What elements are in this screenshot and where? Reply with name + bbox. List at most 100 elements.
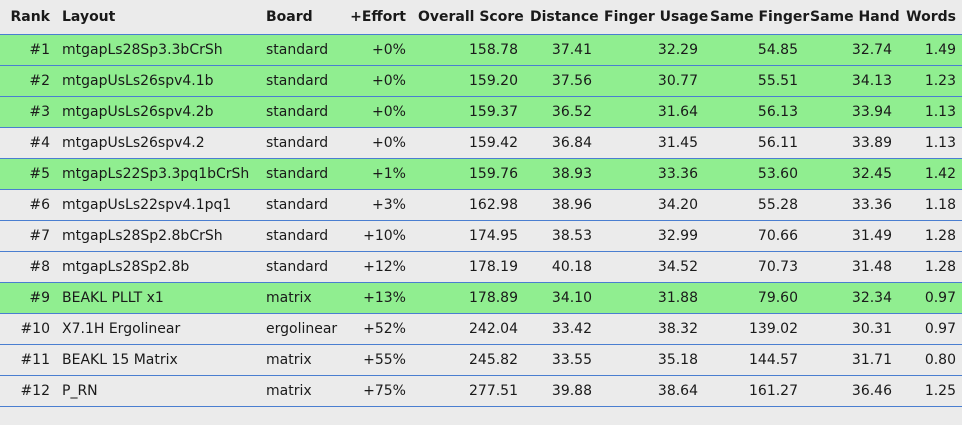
cell-words: 1.13 (898, 97, 962, 128)
cell-layout: mtgapLs22Sp3.3pq1bCrSh (56, 159, 260, 190)
cell-overall-score: 174.95 (412, 221, 524, 252)
cell-board: standard (260, 97, 340, 128)
cell-effort: +0% (340, 34, 412, 66)
table-row[interactable]: #6 mtgapUsLs22spv4.1pq1 standard +3% 162.98 3… (0, 190, 962, 221)
cell-same-finger: 70.66 (704, 221, 804, 252)
cell-rank: #2 (0, 66, 56, 97)
table-row[interactable]: #1 mtgapLs28Sp3.3bCrSh standard +0% 158.78 37… (0, 34, 962, 66)
cell-finger-usage: 35.18 (598, 345, 704, 376)
cell-rank: #6 (0, 190, 56, 221)
cell-layout: BEAKL 15 Matrix (56, 345, 260, 376)
cell-same-finger: 139.02 (704, 314, 804, 345)
table-row[interactable]: #8 mtgapLs28Sp2.8b standard +12% 178.19 40.18… (0, 252, 962, 283)
table-row[interactable]: #11 BEAKL 15 Matrix matrix +55% 245.82 33.55 3… (0, 345, 962, 376)
cell-overall-score: 178.89 (412, 283, 524, 314)
header-words[interactable]: Words (906, 9, 956, 25)
table-row[interactable]: #9 BEAKL PLLT x1 matrix +13% 178.89 34.10 31.8… (0, 283, 962, 314)
cell-same-finger: 56.13 (704, 97, 804, 128)
cell-layout: mtgapLs28Sp2.8b (56, 252, 260, 283)
header-effort[interactable]: +Effort (350, 9, 406, 25)
cell-same-finger: 161.27 (704, 376, 804, 407)
cell-rank: #10 (0, 314, 56, 345)
cell-board: standard (260, 159, 340, 190)
cell-same-hand: 30.31 (804, 314, 898, 345)
table-row[interactable]: #12 P_RN matrix +75% 277.51 39.88 38.64 161.27 3… (0, 376, 962, 407)
cell-distance: 38.53 (524, 221, 598, 252)
cell-finger-usage: 30.77 (598, 66, 704, 97)
cell-rank: #4 (0, 128, 56, 159)
cell-rank: #1 (0, 34, 56, 66)
header-distance[interactable]: Distance (530, 9, 599, 25)
cell-board: standard (260, 252, 340, 283)
cell-layout: mtgapUsLs22spv4.1pq1 (56, 190, 260, 221)
table-row[interactable]: #2 mtgapUsLs26spv4.1b standard +0% 159.20 37.… (0, 66, 962, 97)
cell-finger-usage: 34.52 (598, 252, 704, 283)
cell-layout: BEAKL PLLT x1 (56, 283, 260, 314)
cell-words: 0.97 (898, 314, 962, 345)
cell-same-hand: 31.48 (804, 252, 898, 283)
cell-layout: X7.1H Ergolinear (56, 314, 260, 345)
table-row[interactable]: #5 mtgapLs22Sp3.3pq1bCrSh standard +1% 159.7… (0, 159, 962, 190)
header-board[interactable]: Board (266, 9, 313, 25)
table-row[interactable]: #4 mtgapUsLs26spv4.2 standard +0% 159.42 36.8… (0, 128, 962, 159)
cell-same-hand: 31.71 (804, 345, 898, 376)
cell-words: 1.42 (898, 159, 962, 190)
layout-ranking-table: Rank Layout Board +Effort Overall Score … (0, 0, 962, 407)
cell-distance: 36.84 (524, 128, 598, 159)
cell-same-finger: 55.28 (704, 190, 804, 221)
cell-same-hand: 32.74 (804, 34, 898, 66)
table-row[interactable]: #10 X7.1H Ergolinear ergolinear +52% 242.04 3… (0, 314, 962, 345)
cell-board: ergolinear (260, 314, 340, 345)
header-overall-score[interactable]: Overall Score (418, 9, 524, 25)
cell-board: standard (260, 34, 340, 66)
cell-layout: mtgapUsLs26spv4.2 (56, 128, 260, 159)
cell-distance: 33.42 (524, 314, 598, 345)
cell-layout: mtgapUsLs26spv4.2b (56, 97, 260, 128)
header-row: Rank Layout Board +Effort Overall Score … (0, 0, 962, 34)
cell-words: 1.49 (898, 34, 962, 66)
cell-effort: +52% (340, 314, 412, 345)
cell-same-hand: 32.34 (804, 283, 898, 314)
cell-same-hand: 33.94 (804, 97, 898, 128)
header-same-hand[interactable]: Same Hand (810, 9, 900, 25)
cell-effort: +12% (340, 252, 412, 283)
cell-effort: +3% (340, 190, 412, 221)
cell-same-finger: 53.60 (704, 159, 804, 190)
cell-distance: 36.52 (524, 97, 598, 128)
table-row[interactable]: #3 mtgapUsLs26spv4.2b standard +0% 159.37 36.… (0, 97, 962, 128)
cell-finger-usage: 31.88 (598, 283, 704, 314)
cell-same-finger: 70.73 (704, 252, 804, 283)
cell-effort: +55% (340, 345, 412, 376)
cell-finger-usage: 33.36 (598, 159, 704, 190)
header-finger-usage[interactable]: Finger Usage (604, 9, 709, 25)
cell-overall-score: 158.78 (412, 34, 524, 66)
header-rank[interactable]: Rank (10, 9, 50, 25)
table-row[interactable]: #7 mtgapLs28Sp2.8bCrSh standard +10% 174.95 3… (0, 221, 962, 252)
cell-finger-usage: 38.64 (598, 376, 704, 407)
cell-board: matrix (260, 376, 340, 407)
cell-effort: +10% (340, 221, 412, 252)
table-body: #1 mtgapLs28Sp3.3bCrSh standard +0% 158.78 37… (0, 34, 962, 407)
cell-rank: #11 (0, 345, 56, 376)
cell-layout: mtgapUsLs26spv4.1b (56, 66, 260, 97)
cell-distance: 38.93 (524, 159, 598, 190)
cell-same-hand: 33.89 (804, 128, 898, 159)
header-layout[interactable]: Layout (62, 9, 116, 25)
cell-effort: +0% (340, 66, 412, 97)
cell-finger-usage: 32.99 (598, 221, 704, 252)
cell-rank: #8 (0, 252, 56, 283)
cell-finger-usage: 31.64 (598, 97, 704, 128)
cell-board: standard (260, 190, 340, 221)
cell-distance: 37.56 (524, 66, 598, 97)
cell-overall-score: 277.51 (412, 376, 524, 407)
cell-rank: #7 (0, 221, 56, 252)
cell-same-hand: 34.13 (804, 66, 898, 97)
cell-overall-score: 159.76 (412, 159, 524, 190)
cell-distance: 39.88 (524, 376, 598, 407)
cell-finger-usage: 34.20 (598, 190, 704, 221)
cell-board: matrix (260, 283, 340, 314)
cell-overall-score: 162.98 (412, 190, 524, 221)
header-same-finger[interactable]: Same Finger (710, 9, 810, 25)
cell-words: 1.23 (898, 66, 962, 97)
cell-same-finger: 56.11 (704, 128, 804, 159)
